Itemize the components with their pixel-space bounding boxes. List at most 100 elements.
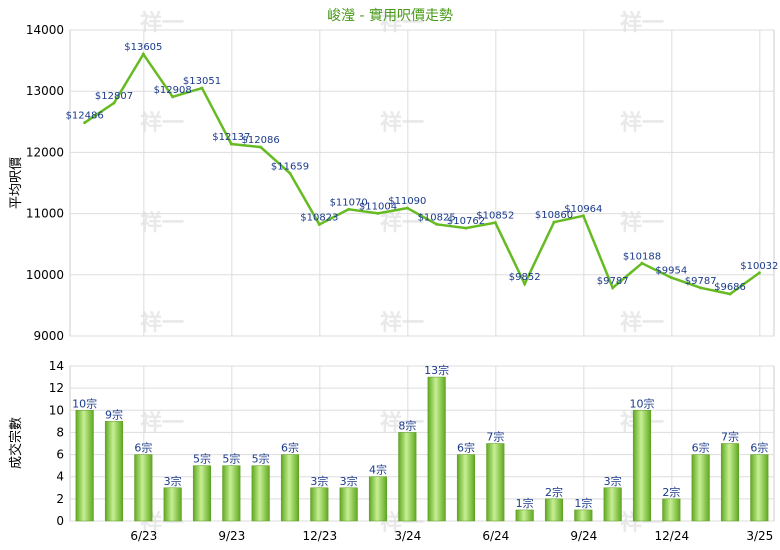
volume-bar-label: 5宗 (222, 452, 240, 466)
volume-bar-label: 2宗 (545, 485, 563, 499)
watermark-text: 祥一 (140, 210, 184, 236)
volume-y-tick-label: 6 (56, 448, 64, 462)
price-data-point (112, 101, 116, 105)
volume-bar (222, 465, 241, 522)
price-y-tick-label: 13000 (26, 84, 64, 98)
volume-bar (515, 509, 534, 522)
volume-bar-label: 9宗 (105, 407, 123, 421)
price-y-tick-label: 14000 (26, 23, 64, 37)
volume-bar (339, 487, 358, 522)
volume-bar-label: 3宗 (340, 474, 358, 488)
volume-bar-label: 7宗 (486, 430, 504, 444)
price-data-point (757, 271, 761, 275)
volume-bar (75, 410, 94, 522)
volume-y-tick-label: 2 (56, 492, 64, 506)
x-tick-label: 12/24 (655, 529, 690, 543)
price-data-label: $11004 (359, 201, 397, 212)
x-tick-label: 3/25 (746, 529, 773, 543)
price-data-label: $11070 (330, 197, 368, 208)
price-data-point (435, 222, 439, 226)
price-data-point (669, 276, 673, 280)
price-data-label: $13051 (183, 76, 221, 87)
price-data-label: $9954 (655, 266, 687, 277)
volume-bar (691, 454, 710, 522)
watermark-layer: 祥一祥一祥一祥一祥一祥一祥一祥一祥一祥一祥一祥一祥一祥一祥一祥一祥一祥一 (140, 10, 664, 536)
price-data-label: $12807 (95, 91, 133, 102)
price-data-point (259, 145, 263, 149)
watermark-text: 祥一 (140, 10, 184, 36)
volume-bar-label: 6宗 (457, 441, 475, 455)
x-tick-label: 9/24 (570, 529, 597, 543)
volume-bar-label: 7宗 (721, 430, 739, 444)
price-data-label: $10032 (740, 261, 778, 272)
watermark-text: 祥一 (140, 310, 184, 336)
volume-y-tick-label: 4 (56, 470, 64, 484)
volume-bar (280, 454, 300, 522)
price-data-label: $10188 (623, 251, 661, 262)
volume-bar (192, 465, 212, 522)
volume-bar-label: 13宗 (424, 363, 449, 377)
watermark-text: 祥一 (380, 410, 424, 436)
volume-bar-label: 10宗 (630, 396, 655, 410)
volume-bar-label: 1宗 (574, 496, 592, 510)
volume-bar (544, 498, 564, 522)
watermark-text: 祥一 (140, 410, 184, 436)
volume-bar (456, 454, 476, 522)
price-data-point (552, 220, 556, 224)
volume-bar (486, 443, 505, 522)
volume-bar (398, 432, 417, 522)
chart-title: 峻瀅 - 實用呎價走勢 (327, 7, 453, 24)
price-line-chart: 9000 10000 11000 12000 13000 14000 平均呎價 $1248… (9, 23, 778, 343)
price-data-point (171, 95, 175, 99)
watermark-text: 祥一 (620, 210, 664, 236)
price-data-label: $12137 (212, 132, 250, 143)
volume-y-tick-label: 8 (56, 425, 64, 439)
volume-bar-label: 6宗 (281, 441, 299, 455)
volume-bar-label: 3宗 (604, 474, 622, 488)
price-data-label: $12486 (66, 111, 104, 122)
volume-y-axis-label: 成交宗數 (8, 417, 24, 469)
volume-bar (163, 487, 182, 522)
price-data-label: $11090 (388, 196, 426, 207)
volume-bar (720, 443, 740, 522)
price-data-label: $10860 (535, 210, 573, 221)
price-data-point (317, 222, 321, 226)
price-data-label: $11659 (271, 161, 309, 172)
x-tick-label: 6/24 (482, 529, 509, 543)
price-data-point (229, 142, 233, 146)
price-data-point (640, 261, 644, 265)
x-tick-label: 9/23 (218, 529, 245, 543)
volume-bar-label: 1宗 (516, 496, 534, 510)
price-data-point (728, 292, 732, 296)
volume-bar-label: 4宗 (369, 463, 387, 477)
price-plot-area (69, 29, 775, 337)
volume-bar (368, 476, 388, 522)
volume-y-tick-label: 0 (56, 514, 64, 528)
volume-bar (427, 376, 446, 522)
volume-bar-label: 3宗 (310, 474, 328, 488)
price-data-point (141, 52, 145, 56)
price-data-label: $10852 (476, 211, 514, 222)
price-data-point (464, 226, 468, 230)
price-y-tick-label: 12000 (26, 145, 64, 159)
price-data-label: $10825 (418, 212, 456, 223)
volume-bar (251, 465, 270, 522)
volume-bar (750, 454, 769, 522)
price-data-point (83, 121, 87, 125)
volume-bar-chart: 0 2 4 6 8 10 12 14 成交宗數 10宗 9宗 6宗 3宗 5宗 5宗 5宗 6宗 3宗 3宗 4宗… (8, 359, 775, 543)
x-tick-label: 3/24 (394, 529, 421, 543)
price-data-label: $10964 (564, 204, 602, 215)
price-y-tick-label: 9000 (33, 329, 64, 343)
price-data-point (493, 221, 497, 225)
price-data-point (523, 282, 527, 286)
price-data-point (347, 207, 351, 211)
watermark-text: 祥一 (380, 110, 424, 136)
price-data-label: $9686 (714, 282, 746, 293)
watermark-text: 祥一 (620, 310, 664, 336)
volume-bar-label: 5宗 (252, 452, 270, 466)
price-data-point (405, 206, 409, 210)
price-data-label: $9787 (685, 276, 717, 287)
volume-bar (104, 421, 124, 522)
volume-bar-label: 10宗 (72, 396, 97, 410)
